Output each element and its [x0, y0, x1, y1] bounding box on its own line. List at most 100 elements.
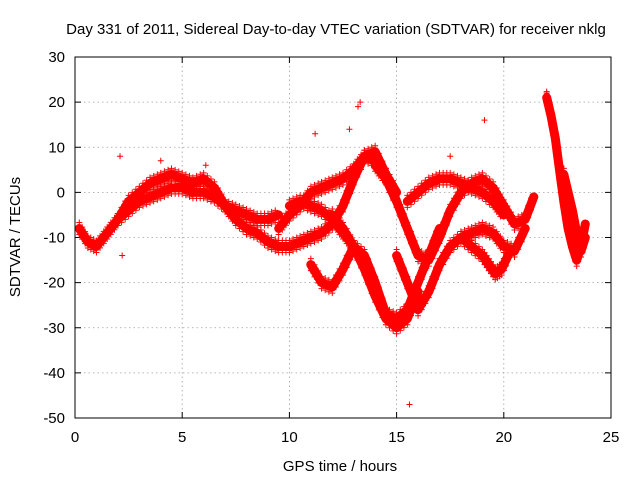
data-point [407, 201, 414, 208]
data-point [415, 312, 422, 319]
data-point [143, 189, 150, 196]
data-point [393, 330, 400, 337]
data-point [550, 122, 557, 129]
data-point [264, 245, 271, 252]
data-point [472, 172, 479, 179]
data-point [450, 246, 457, 253]
data-point [580, 244, 587, 251]
ticks-layer: 0 5 10 15 20 25 -50 -40 -30 -20 -10 0 10 20 30 [43, 49, 619, 446]
data-point [504, 203, 511, 210]
data-point [433, 183, 440, 190]
data-point [528, 195, 535, 202]
data-point [393, 192, 400, 199]
data-point [547, 118, 554, 125]
data-point [307, 255, 314, 262]
data-point [172, 166, 179, 173]
data-point [215, 184, 222, 191]
data-point [379, 165, 386, 172]
data-point [472, 192, 479, 199]
data-point [175, 168, 182, 175]
series-sat-f [327, 205, 423, 337]
x-tick-label: 25 [603, 429, 620, 446]
data-point [425, 294, 432, 301]
data-point [397, 306, 404, 313]
data-point [493, 228, 500, 235]
data-point [304, 187, 311, 194]
data-point [418, 248, 425, 255]
data-point [365, 160, 372, 167]
data-point [379, 177, 386, 184]
data-point [350, 172, 357, 179]
data-point [368, 264, 375, 271]
data-point [340, 260, 346, 267]
data-point [397, 327, 404, 334]
data-point [447, 249, 454, 256]
data-point [397, 315, 404, 322]
data-point [346, 126, 353, 133]
data-point [393, 258, 400, 265]
data-point [132, 186, 139, 193]
data-point [357, 99, 364, 106]
data-point [481, 249, 488, 256]
data-point [490, 235, 497, 242]
data-point [147, 199, 154, 206]
data-point [315, 211, 322, 218]
data-point [379, 314, 386, 321]
data-point [454, 243, 461, 250]
data-point [322, 204, 329, 211]
data-point [433, 171, 440, 178]
data-point [119, 252, 126, 259]
data-point [372, 299, 379, 306]
data-point [375, 160, 382, 167]
data-point [261, 242, 268, 249]
data-point [479, 183, 486, 190]
data-point [422, 300, 429, 307]
data-point [350, 181, 357, 188]
data-point [500, 255, 507, 262]
data-point [225, 210, 232, 217]
data-point [343, 166, 350, 173]
series-sat-i [402, 169, 509, 220]
data-point [240, 228, 247, 235]
data-point [218, 194, 225, 201]
data-point [240, 204, 247, 211]
data-point [375, 306, 382, 313]
data-point [243, 205, 250, 212]
data-point [347, 243, 354, 250]
data-point [311, 273, 318, 280]
data-point [293, 211, 300, 218]
data-point [275, 231, 282, 238]
data-point [343, 199, 350, 206]
data-point [136, 192, 143, 199]
data-point [322, 287, 329, 294]
data-point [200, 169, 207, 176]
y-tick-label: -50 [43, 410, 65, 427]
data-point [565, 183, 572, 190]
data-point [422, 288, 429, 295]
x-tick-label: 5 [178, 429, 186, 446]
data-point [515, 246, 522, 253]
data-point [525, 214, 532, 221]
data-point [486, 175, 493, 182]
data-point [393, 246, 400, 253]
data-point [525, 202, 532, 209]
data-point [386, 189, 393, 196]
data-point [257, 239, 264, 246]
data-point [508, 240, 515, 247]
data-point [250, 221, 257, 228]
data-point [76, 219, 83, 226]
data-point [555, 150, 562, 157]
data-point [404, 192, 411, 199]
data-point [315, 267, 322, 274]
series-band [113, 183, 284, 224]
data-point [118, 219, 125, 226]
data-point [202, 162, 209, 169]
data-point [468, 223, 475, 230]
data-point [332, 184, 339, 191]
data-point [511, 226, 518, 233]
data-point [307, 267, 314, 274]
data-point [511, 242, 518, 249]
data-point [340, 231, 346, 238]
data-point [268, 220, 275, 227]
data-point [386, 324, 393, 331]
